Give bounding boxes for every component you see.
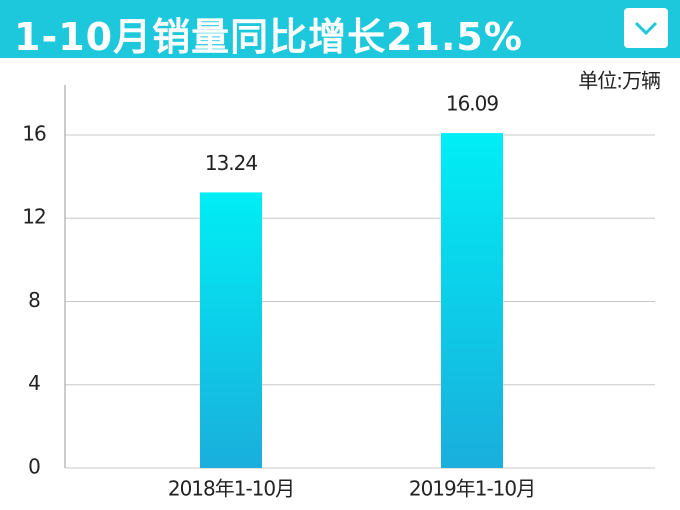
chevron	[634, 21, 658, 36]
chart-title: 1-10月销量同比增长21.5%	[14, 15, 523, 59]
bar	[200, 192, 262, 468]
unit-label: 单位:万辆	[578, 69, 660, 93]
menu-icon[interactable]	[624, 8, 668, 48]
y-tick-label: 0	[28, 455, 40, 479]
chevron-line	[634, 21, 658, 36]
x-tick-label: 2019年1-10月	[409, 477, 535, 501]
chart: 单位:万辆 0 4 8 12 16 2018年1-10月 13.24 2019年1-10月 16…	[22, 69, 661, 501]
y-tick-label: 8	[28, 288, 40, 312]
value-label: 13.24	[205, 151, 258, 175]
y-tick-label: 16	[22, 121, 46, 145]
y-tick-label: 12	[22, 205, 45, 229]
y-tick-label: 4	[28, 371, 40, 395]
value-label: 16.09	[446, 92, 499, 116]
title-bar: 1-10月销量同比增长21.5%	[0, 0, 680, 59]
x-tick-label: 2018年1-10月	[168, 477, 294, 501]
bar	[441, 133, 503, 469]
